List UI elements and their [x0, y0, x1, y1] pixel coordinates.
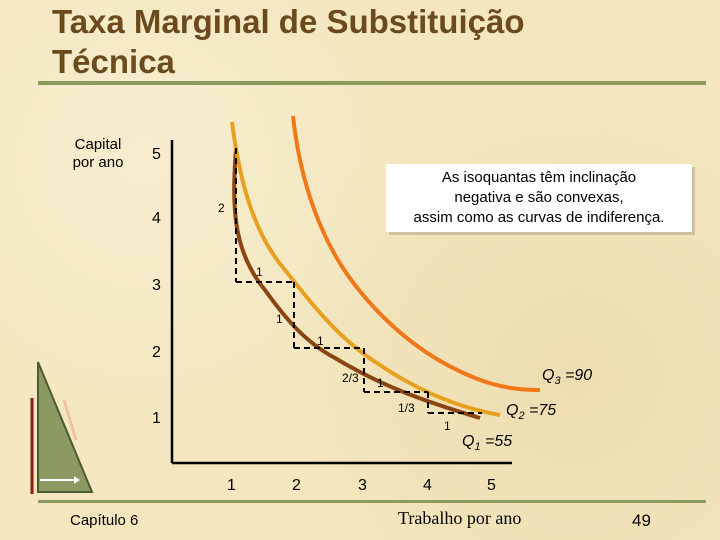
callout-line-1: As isoquantas têm inclinação: [441, 169, 637, 186]
step-3-delta-l-label: 1: [377, 376, 384, 390]
step-4-delta-k-label: 1/3: [398, 401, 415, 415]
q1-subscript: 1: [474, 441, 480, 453]
annotation-callout: As isoquantas têm inclinação negativa e …: [386, 164, 692, 232]
x-tick-4: 4: [423, 477, 432, 494]
logo-triangle-shape: [37, 361, 94, 493]
isoquant-q3-label: Q3 =90: [542, 367, 592, 387]
title-line-1: Taxa Marginal de Substituição: [52, 3, 525, 40]
x-tick-1: 1: [227, 477, 236, 494]
page-title: Taxa Marginal de Substituição Técnica: [52, 2, 525, 82]
callout-line-3: assim como as curvas de indiferença.: [413, 209, 665, 226]
mrts-steps: [235, 148, 482, 414]
step-2-delta-l-label: 1: [317, 334, 324, 348]
y-tick-3: 3: [152, 277, 161, 294]
y-tick-5: 5: [152, 146, 161, 163]
title-line-2: Técnica: [52, 43, 175, 80]
q2-value: =75: [525, 402, 557, 419]
q1-value: =55: [481, 433, 513, 450]
page-number: 49: [632, 511, 651, 530]
step-1-delta-k-label: 2: [218, 201, 225, 215]
x-tick-3: 3: [358, 477, 367, 494]
y-axis-label-line-1: Capital: [74, 136, 122, 153]
logo-arrow-head: [74, 476, 80, 484]
q2-letter: Q: [506, 402, 518, 419]
logo-highlight-stroke: [62, 399, 78, 441]
q2-subscript: 2: [517, 410, 524, 422]
y-axis-label-line-2: por ano: [72, 154, 124, 171]
y-tick-2: 2: [152, 344, 161, 361]
x-axis-label: Trabalho por ano: [398, 508, 522, 528]
isoquant-q3-curve: [291, 115, 541, 392]
chapter-label: Capítulo 6: [70, 512, 139, 529]
isoquant-q2-label: Q2 =75: [506, 402, 556, 422]
q3-letter: Q: [542, 367, 554, 384]
footer-divider: [38, 500, 706, 503]
q3-subscript: 3: [554, 375, 561, 387]
x-tick-2: 2: [292, 477, 301, 494]
y-tick-4: 4: [152, 210, 161, 227]
q1-letter: Q: [462, 433, 474, 450]
callout-line-2: negativa e são convexas,: [454, 189, 624, 206]
x-tick-5: 5: [487, 477, 496, 494]
decorative-triangle-logo: [30, 361, 94, 494]
step-3-delta-k-label: 2/3: [342, 371, 359, 385]
q3-value: =90: [561, 367, 593, 384]
y-tick-1: 1: [152, 410, 161, 427]
y-axis-label: Capital por ano: [58, 136, 138, 172]
step-2-delta-k-label: 1: [276, 312, 283, 326]
isoquant-q1-label: Q1 =55: [462, 433, 512, 453]
title-divider: [38, 81, 706, 85]
isoquant-q2-curve: [230, 121, 501, 417]
step-4-delta-l-label: 1: [444, 419, 451, 433]
step-1-delta-l-label: 1: [256, 265, 263, 279]
